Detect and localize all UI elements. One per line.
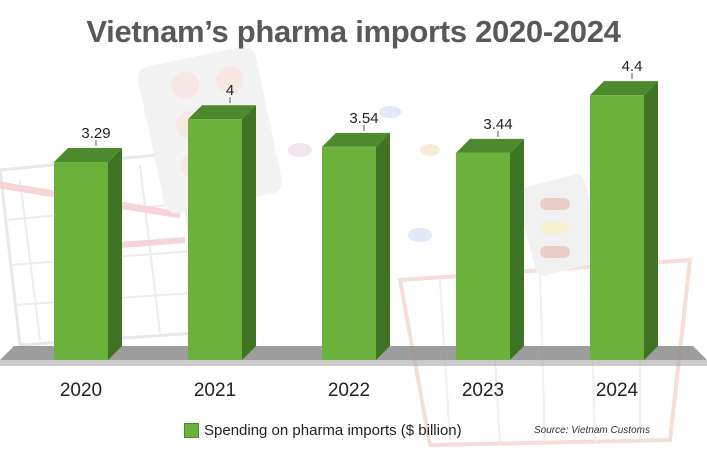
bar-2021 <box>188 119 242 360</box>
chart-title: Vietnam’s pharma imports 2020-2024 <box>86 14 621 49</box>
bar-side-2023 <box>510 138 524 360</box>
value-label-2023: 3.44 <box>483 116 512 133</box>
value-label-2024: 4.4 <box>622 58 643 75</box>
x-tick-label-2024: 2024 <box>596 380 639 401</box>
x-tick-label-2021: 2021 <box>194 380 236 401</box>
bar-side-2020 <box>108 147 122 360</box>
value-label-2020: 3.29 <box>81 125 110 142</box>
legend-swatch <box>184 422 199 438</box>
legend-label: Spending on pharma imports ($ billion) <box>204 421 462 439</box>
bar-side-2024 <box>644 81 658 361</box>
legend: Spending on pharma imports ($ billion) <box>184 420 462 440</box>
bar-top-2024 <box>590 81 658 96</box>
bar-top-2022 <box>322 132 390 147</box>
bar-side-2022 <box>376 132 390 360</box>
value-label-2021: 4 <box>226 82 234 99</box>
bar-2022 <box>322 146 376 360</box>
bar-side-2021 <box>242 105 256 360</box>
floor-edge <box>0 360 707 366</box>
x-tick-label-2020: 2020 <box>60 380 102 401</box>
bar-top-2020 <box>54 147 122 162</box>
source-note: Source: Vietnam Customs <box>534 425 650 436</box>
x-tick-label-2023: 2023 <box>462 380 504 401</box>
bar-top-2023 <box>456 138 524 153</box>
bar-2023 <box>456 152 510 360</box>
bar-top-2021 <box>188 105 256 120</box>
bar-2020 <box>54 161 108 360</box>
bar-2024 <box>590 95 644 361</box>
value-label-2022: 3.54 <box>349 110 378 127</box>
x-tick-label-2022: 2022 <box>328 380 370 401</box>
